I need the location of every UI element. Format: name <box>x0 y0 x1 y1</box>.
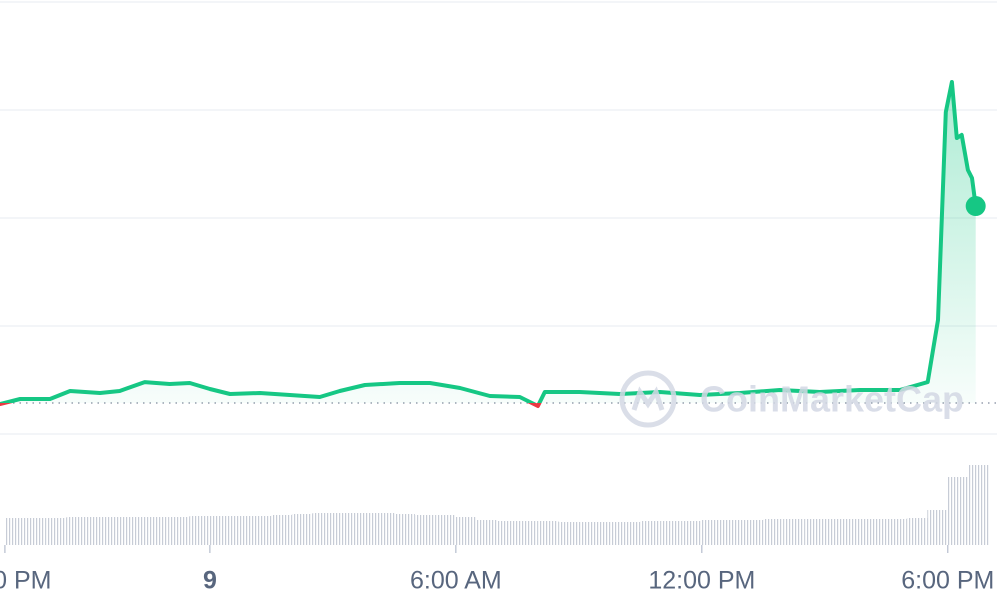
volume-bar <box>66 517 87 545</box>
volume-bar <box>517 521 538 545</box>
volume-bar <box>148 517 169 545</box>
volume-bar <box>742 520 764 545</box>
x-tick-label: 6:00 AM <box>410 567 502 595</box>
volume-bar <box>209 516 231 545</box>
price-line <box>0 80 978 408</box>
volume-bar <box>906 518 928 545</box>
volume-bar <box>86 517 108 545</box>
volume-bar <box>373 513 395 545</box>
x-tick-label: 12:00 PM <box>648 567 755 595</box>
volume-bar <box>968 465 989 545</box>
volume-bar <box>927 510 948 545</box>
volume-bar <box>701 520 723 545</box>
volume-bar <box>4 518 26 545</box>
volume-bar <box>845 519 866 545</box>
volume-bar <box>168 517 190 545</box>
volume-bar <box>804 519 825 545</box>
volume-bar <box>271 515 292 545</box>
volume-bar <box>435 515 456 545</box>
volume-bar <box>189 516 210 545</box>
volume-bar <box>578 522 600 545</box>
volume-bar <box>496 521 518 545</box>
volume-bar <box>619 522 641 545</box>
volume-bar <box>660 521 682 545</box>
x-tick-label: 6:00 PM <box>901 567 994 595</box>
last-price-dot <box>965 196 986 217</box>
watermark-text: CoinMarketCap <box>700 379 964 420</box>
volume-bar <box>865 519 887 545</box>
volume-bar <box>640 521 661 545</box>
volume-bar <box>107 517 128 545</box>
volume-bar <box>947 477 969 545</box>
volume-bar <box>681 521 702 545</box>
volume-bar <box>353 513 374 545</box>
volume-bar <box>824 519 846 545</box>
volume-bar <box>312 513 333 545</box>
volume-bar <box>537 521 559 545</box>
volume-bar <box>599 522 620 545</box>
price-area <box>0 82 976 406</box>
volume-bar <box>25 518 46 545</box>
volume-bar <box>127 517 149 545</box>
volume-bar <box>332 513 354 545</box>
volume-bar <box>886 519 907 545</box>
volume-bar <box>783 519 805 545</box>
volume-bar <box>414 515 436 545</box>
volume-bar <box>45 518 67 545</box>
volume-bar <box>558 522 579 545</box>
volume-bar <box>722 520 743 545</box>
x-tick-label: 7:00 PM <box>0 567 51 595</box>
x-tick-label: 9 <box>203 567 217 595</box>
volume-bar <box>763 519 784 545</box>
volume-bar <box>455 517 477 545</box>
watermark: CoinMarketCap <box>619 370 964 428</box>
volume-bar <box>476 520 497 545</box>
volume-bar <box>230 516 251 545</box>
volume-bar <box>291 514 313 545</box>
volume-bar <box>250 516 272 545</box>
volume-bar <box>394 514 415 545</box>
